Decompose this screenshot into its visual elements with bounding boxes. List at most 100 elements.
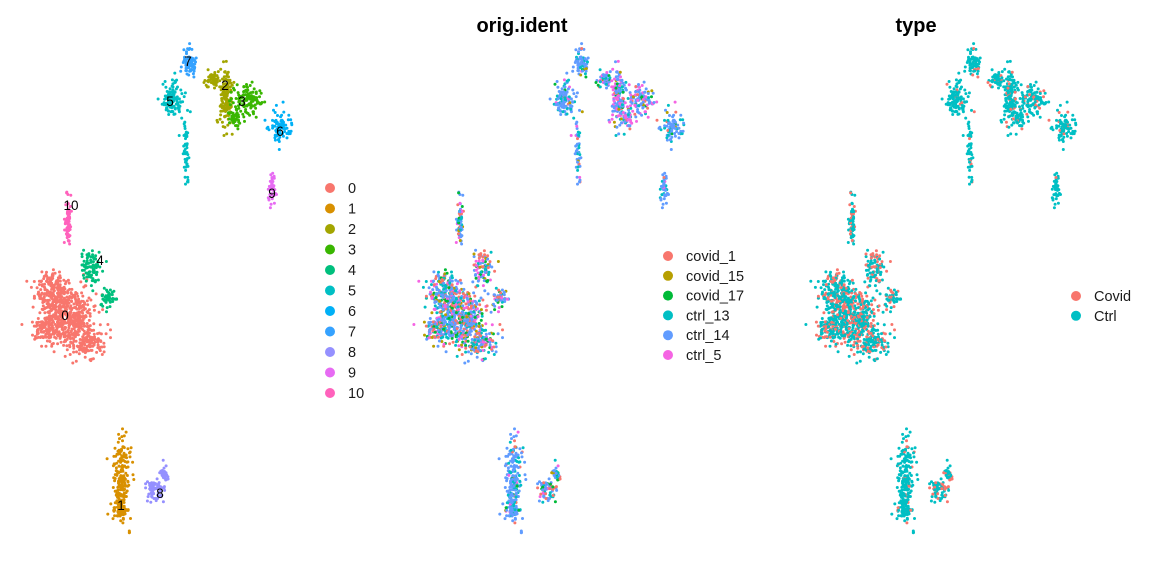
cell-point xyxy=(58,287,62,291)
cell-point xyxy=(248,84,252,87)
cell-point xyxy=(472,310,476,314)
cell-point xyxy=(185,69,188,73)
cluster-label-1: 1 xyxy=(117,498,125,513)
cell-point xyxy=(119,519,123,523)
cell-point xyxy=(84,271,88,275)
cell-point xyxy=(116,470,120,474)
cell-point xyxy=(64,232,68,236)
cell-point xyxy=(67,225,71,229)
cell-point xyxy=(43,282,47,286)
cell-point xyxy=(163,475,167,479)
cell-point xyxy=(76,323,80,327)
cell-point xyxy=(263,100,267,104)
cell-point xyxy=(119,458,123,462)
cell-point xyxy=(167,109,170,113)
cell-point xyxy=(470,338,474,341)
cell-point xyxy=(646,106,650,110)
cell-point xyxy=(174,87,178,91)
cell-point xyxy=(577,50,580,54)
cell-point xyxy=(67,326,71,330)
cell-point xyxy=(474,349,478,353)
cell-point xyxy=(658,187,662,191)
cell-point xyxy=(49,314,53,318)
cell-point xyxy=(637,111,641,115)
cell-point xyxy=(610,79,614,83)
cell-point xyxy=(224,114,228,118)
cell-point xyxy=(459,326,463,330)
cell-point xyxy=(498,512,502,516)
cell-point xyxy=(131,460,135,464)
cell-point xyxy=(474,259,478,263)
cell-point xyxy=(218,104,222,108)
cell-point xyxy=(94,292,98,296)
cell-point xyxy=(61,300,65,304)
cell-point xyxy=(660,185,664,189)
cell-point xyxy=(65,337,69,341)
cell-point xyxy=(450,283,454,287)
cell-point xyxy=(661,173,665,177)
cell-point xyxy=(51,272,55,276)
cell-point xyxy=(63,354,67,358)
cell-point xyxy=(524,478,528,481)
cell-point xyxy=(483,289,487,293)
cell-point xyxy=(70,322,74,325)
cell-point xyxy=(552,469,556,472)
cell-point xyxy=(872,312,876,316)
cell-point xyxy=(521,517,524,520)
cell-point xyxy=(492,345,496,349)
cell-point xyxy=(39,288,43,292)
legend-label: covid_15 xyxy=(686,269,744,285)
cell-point xyxy=(431,320,435,324)
cell-point xyxy=(678,118,682,122)
cell-point xyxy=(177,97,181,101)
cell-point xyxy=(188,42,192,46)
cell-point xyxy=(462,322,466,325)
cell-point xyxy=(96,278,100,282)
cell-point xyxy=(576,168,580,172)
cell-point xyxy=(71,319,74,323)
cell-point xyxy=(36,317,40,320)
cell-point xyxy=(445,271,449,275)
cell-point xyxy=(121,427,124,431)
cell-point xyxy=(230,97,233,101)
cell-point xyxy=(75,303,79,307)
legend-label: 8 xyxy=(348,345,356,361)
cell-point xyxy=(69,310,73,314)
cell-point xyxy=(445,299,449,303)
cell-point xyxy=(839,286,843,290)
cell-point xyxy=(110,293,114,297)
cell-point xyxy=(511,519,515,523)
cell-point xyxy=(152,487,156,491)
cell-point xyxy=(826,300,830,304)
cell-point xyxy=(859,307,863,311)
cell-point xyxy=(833,314,837,318)
cell-point xyxy=(878,292,882,296)
cell-point xyxy=(837,335,841,339)
cluster-label-8: 8 xyxy=(156,486,164,501)
cell-point xyxy=(666,133,670,137)
cell-point xyxy=(427,321,431,324)
cell-point xyxy=(431,288,435,292)
cell-point xyxy=(608,70,612,74)
cell-point xyxy=(520,455,524,459)
cell-point xyxy=(477,322,481,325)
cell-point xyxy=(450,323,454,326)
cell-point xyxy=(643,90,647,94)
cell-point xyxy=(287,113,291,117)
cell-point xyxy=(631,109,635,113)
cell-point xyxy=(102,350,106,354)
cell-point xyxy=(222,134,226,137)
cell-point xyxy=(49,318,53,322)
cell-point xyxy=(286,118,290,122)
cell-point xyxy=(434,292,438,296)
cell-point xyxy=(465,296,469,300)
cell-point xyxy=(458,239,462,242)
cluster-label-7: 7 xyxy=(184,54,192,69)
cell-point xyxy=(466,359,470,363)
cell-point xyxy=(173,90,177,94)
cell-point xyxy=(73,315,77,319)
cell-point xyxy=(252,87,256,91)
cell-point xyxy=(435,285,438,289)
cell-point xyxy=(482,249,486,253)
